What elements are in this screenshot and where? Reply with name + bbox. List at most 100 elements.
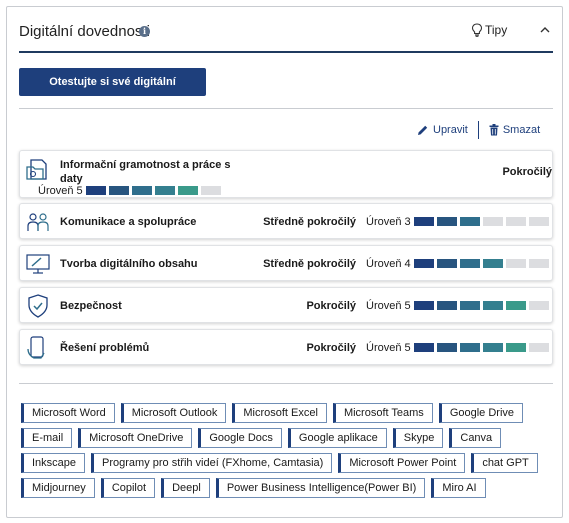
skill-level-text: Středně pokročilý <box>263 216 356 228</box>
skill-level-label: Úroveň 5 <box>38 185 83 197</box>
skill-content-creation[interactable]: Tvorba digitálního obsahu Středně pokroč… <box>19 245 553 281</box>
skill-name: Tvorba digitálního obsahu <box>60 258 198 270</box>
skill-level-text: Pokročilý <box>306 300 356 312</box>
level-segment-filled <box>460 217 480 226</box>
tool-tag[interactable]: Google Docs <box>198 428 282 448</box>
tool-tag[interactable]: Power Business Intelligence(Power BI) <box>215 478 426 498</box>
skill-level-label: Úroveň 5 <box>366 342 411 354</box>
level-segment-filled <box>155 186 175 195</box>
shield-check-icon <box>28 294 48 318</box>
test-skills-button[interactable]: Otestujte si své digitální dovednosti <box>19 68 206 116</box>
trash-icon <box>489 124 499 136</box>
delete-label: Smazat <box>502 124 541 136</box>
skill-level-label: Úroveň 4 <box>366 258 411 270</box>
divider <box>19 383 553 384</box>
document-folder-icon <box>26 159 47 180</box>
lightbulb-icon <box>471 23 483 37</box>
skill-level-bar <box>414 217 552 226</box>
level-segment-filled <box>414 217 434 226</box>
skill-level-text: Pokročilý <box>502 166 552 178</box>
tool-tag[interactable]: Google aplikace <box>287 428 387 448</box>
level-segment-empty <box>506 259 526 268</box>
phone-hand-icon <box>27 336 45 359</box>
pencil-icon <box>418 125 428 135</box>
delete-button[interactable]: Smazat <box>489 124 540 136</box>
tool-tag[interactable]: Deepl <box>161 478 210 498</box>
skill-problem-solving[interactable]: Řešení problémů Pokročilý Úroveň 5 <box>19 329 553 365</box>
level-segment-empty <box>529 259 549 268</box>
tool-tag[interactable]: Copilot <box>100 478 156 498</box>
skill-level-text: Středně pokročilý <box>263 258 356 270</box>
level-segment-filled <box>132 186 152 195</box>
tool-tag[interactable]: Microsoft OneDrive <box>78 428 193 448</box>
edit-button[interactable]: Upravit <box>417 124 468 136</box>
level-segment-filled <box>483 259 503 268</box>
tool-tag[interactable]: Skype <box>392 428 444 448</box>
digital-skills-card: Digitální dovednosti i Tipy Otestujte si… <box>6 6 563 518</box>
level-segment-filled <box>437 217 457 226</box>
level-segment-empty <box>483 217 503 226</box>
tool-tag[interactable]: Google Drive <box>438 403 524 423</box>
tool-tag[interactable]: Microsoft Word <box>21 403 115 423</box>
skill-security[interactable]: Bezpečnost Pokročilý Úroveň 5 <box>19 287 553 323</box>
edit-label: Upravit <box>433 124 468 136</box>
level-segment-empty <box>529 217 549 226</box>
level-segment-filled <box>437 259 457 268</box>
level-segment-empty <box>529 301 549 310</box>
level-segment-filled <box>483 301 503 310</box>
tool-tag[interactable]: Microsoft Outlook <box>120 403 227 423</box>
tag-row: Microsoft Word Microsoft Outlook Microsoft… <box>21 403 551 423</box>
tool-tag[interactable]: Microsoft Power Point <box>338 453 466 473</box>
tips-button[interactable]: Tipy <box>471 23 507 37</box>
level-segment-empty <box>506 217 526 226</box>
skill-level-text: Pokročilý <box>306 342 356 354</box>
people-chat-icon <box>27 213 49 231</box>
skill-name: Bezpečnost <box>60 300 122 312</box>
level-segment-filled <box>460 301 480 310</box>
level-segment-filled <box>414 301 434 310</box>
skill-communication[interactable]: Komunikace a spolupráce Středně pokročil… <box>19 203 553 239</box>
section-title: Digitální dovednosti <box>19 23 150 40</box>
tool-tag[interactable]: E-mail <box>21 428 73 448</box>
level-segment-filled <box>178 186 198 195</box>
level-segment-filled <box>414 343 434 352</box>
level-segment-empty <box>529 343 549 352</box>
skill-level-bar <box>86 186 224 195</box>
level-segment-filled <box>460 259 480 268</box>
monitor-brush-icon <box>26 254 50 274</box>
tool-tag[interactable]: chat GPT <box>471 453 538 473</box>
skill-name-line2: daty <box>60 173 83 185</box>
level-segment-empty <box>201 186 221 195</box>
actions-divider <box>477 121 479 139</box>
level-segment-filled <box>506 301 526 310</box>
tool-tag[interactable]: Inkscape <box>21 453 86 473</box>
actions-bar: Upravit Smazat <box>417 120 540 140</box>
tool-tag[interactable]: Canva <box>449 428 502 448</box>
skill-name: Komunikace a spolupráce <box>60 216 197 228</box>
level-segment-filled <box>460 343 480 352</box>
tag-row: E-mail Microsoft OneDrive Google Docs Googl… <box>21 428 551 448</box>
skill-level-label: Úroveň 5 <box>366 300 411 312</box>
section-header: Digitální dovednosti i Tipy <box>19 7 553 53</box>
tips-label: Tipy <box>485 23 508 37</box>
divider <box>19 108 553 109</box>
tool-tag[interactable]: Miro AI <box>431 478 486 498</box>
tool-tag[interactable]: Microsoft Excel <box>232 403 327 423</box>
level-segment-filled <box>506 343 526 352</box>
level-segment-filled <box>86 186 106 195</box>
skill-level-bar <box>414 301 552 310</box>
info-icon[interactable]: i <box>139 26 150 37</box>
tool-tag[interactable]: Programy pro střih videí (FXhome, Camtas… <box>91 453 333 473</box>
chevron-up-icon[interactable] <box>538 23 552 37</box>
skill-level-label: Úroveň 3 <box>366 216 411 228</box>
level-segment-filled <box>109 186 129 195</box>
level-segment-filled <box>437 343 457 352</box>
skill-name: Řešení problémů <box>60 342 150 354</box>
tool-tag[interactable]: Microsoft Teams <box>332 403 433 423</box>
skill-name: Informační gramotnost a práce s <box>60 159 231 171</box>
tag-row: Midjourney Copilot Deepl Power Business Int… <box>21 478 551 498</box>
tool-tag[interactable]: Midjourney <box>21 478 95 498</box>
level-segment-filled <box>483 343 503 352</box>
tag-row: Inkscape Programy pro střih videí (FXhome… <box>21 453 551 473</box>
skill-information-literacy[interactable]: Informační gramotnost a práce s daty Pok… <box>19 150 553 198</box>
